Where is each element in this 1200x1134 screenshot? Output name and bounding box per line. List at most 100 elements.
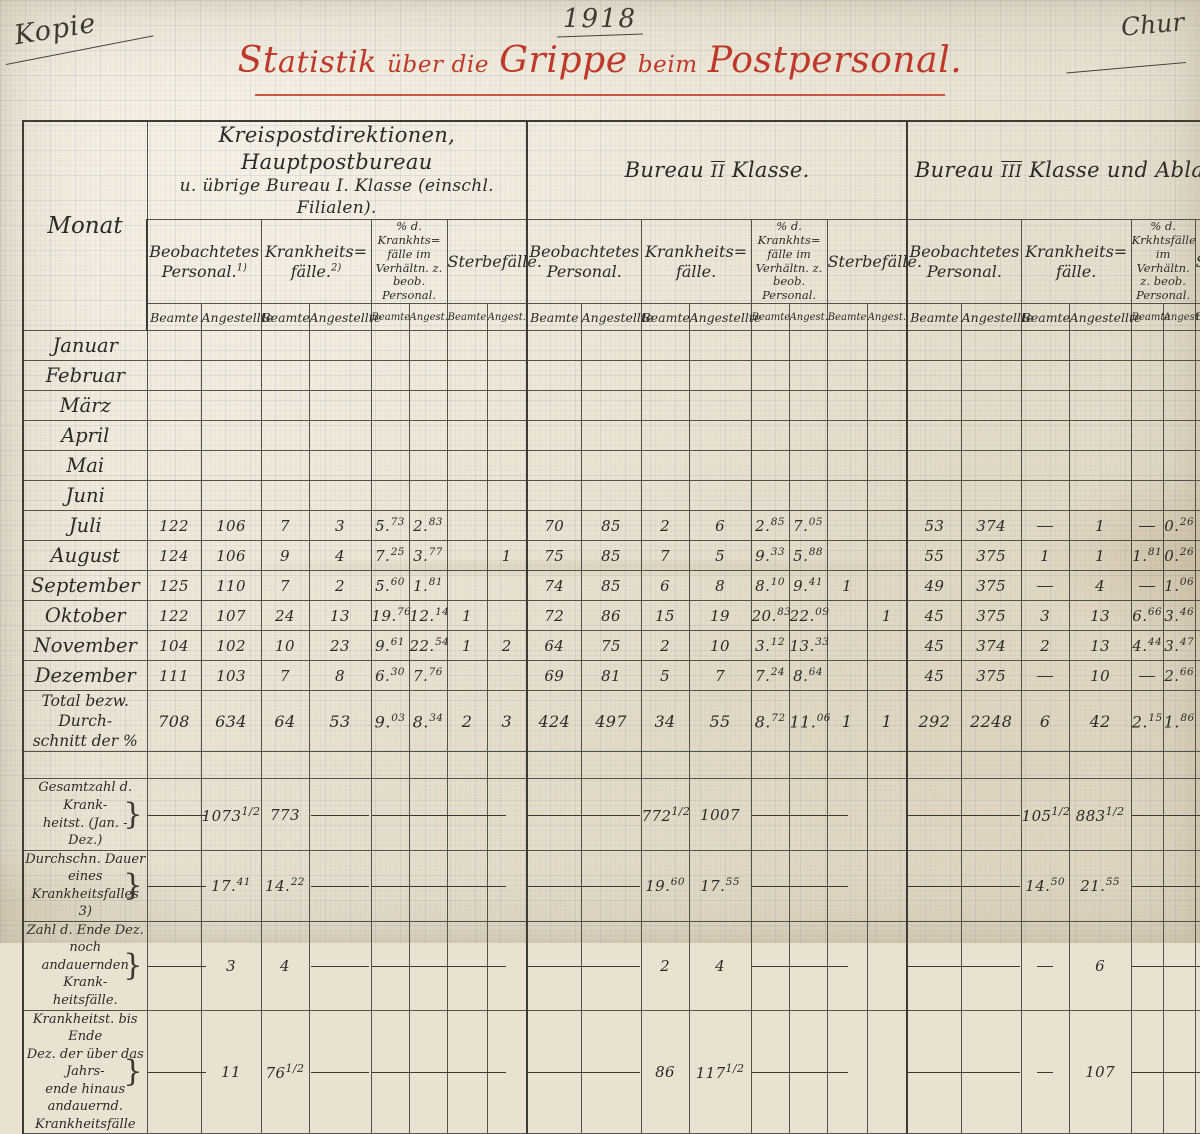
total-row-label: Total bezw. Durch-schnitt der % [22, 690, 148, 753]
cell-g3-4 [1130, 570, 1164, 602]
month-label-oktober: Oktober [22, 600, 148, 632]
summary-cell-g1-1: 10731/2 [200, 778, 262, 851]
cell-g1-3: 13 [308, 600, 372, 632]
spacer-cell [486, 751, 529, 780]
cell-g2-2: 7 [640, 540, 690, 572]
summary-cell-g1-2: 761/2 [260, 1009, 310, 1134]
g2-col-percent: % d. Krankhts= fälle im Verhältn. z. beo… [750, 219, 828, 305]
cell-g3-1 [960, 390, 1022, 422]
total-cell-g1-1: 634 [200, 690, 262, 753]
total-cell-g3-5: 1.86 [1162, 690, 1196, 753]
cell-g3-3: 13 [1068, 600, 1132, 632]
cell-g2-2 [640, 480, 690, 512]
group1-title-line2: u. übrige Bureau I. Klasse (einschl. Fil… [179, 175, 494, 218]
cell-g3-4 [1130, 450, 1164, 482]
cell-g1-4: 5.73 [370, 510, 410, 542]
summary-cell-g2-7 [866, 920, 909, 1011]
summary-cell-g1-4 [370, 778, 430, 851]
cell-g1-3 [308, 480, 372, 512]
cell-g3-6 [1194, 630, 1200, 662]
summary-row-label-2: Zahl d. Ende Dez. noch andauernden Krank-… [22, 920, 148, 1011]
cell-g2-4 [750, 330, 790, 362]
summary-cell-g2-5 [788, 849, 848, 922]
cell-g3-2 [1020, 390, 1070, 422]
cell-g2-4 [750, 450, 790, 482]
summary-cell-g2-1 [580, 1009, 642, 1134]
cell-g1-4: 9.61 [370, 630, 410, 662]
g3-col-percent: % d. Krkhtsfälle im Verhältn. z. beob. P… [1130, 219, 1196, 305]
cell-g3-1: 374 [960, 630, 1022, 662]
g3-faelle-angestellte: Angestellte [1068, 303, 1141, 332]
cell-g2-7 [866, 660, 909, 692]
spacer-cell [526, 751, 582, 780]
summary-cell-g3-3: 8831/2 [1068, 778, 1132, 851]
title-part-statistik-rest: atistik [277, 45, 377, 80]
annotation-chur: Chur [1119, 7, 1186, 42]
cell-g1-1: 110 [200, 570, 262, 602]
cell-g3-1 [960, 330, 1022, 362]
summary-cell-g2-4 [750, 1009, 810, 1134]
cell-g1-7: 2 [486, 630, 529, 662]
summary-cell-g1-0 [146, 1009, 206, 1134]
cell-g1-5: 1.81 [408, 570, 448, 602]
cell-g1-0: 111 [146, 660, 202, 692]
cell-g1-6: 1 [446, 600, 488, 632]
summary-row-label-1: Durchschn. Dauer eines Krankheitsfalles 3… [22, 849, 148, 922]
cell-g2-5 [788, 420, 828, 452]
cell-g3-4 [1130, 660, 1164, 692]
g3-personal-angestellte: Angestellte [960, 303, 1033, 332]
cell-g2-1 [580, 390, 642, 422]
total-cell-g1-4: 9.03 [370, 690, 410, 753]
table-row: September 125 110 7 2 5.60 1.81 74 85 6 8 8.10 9.41 1… [22, 570, 1200, 602]
cell-g1-4 [370, 330, 410, 362]
summary-cell-g3-0 [906, 778, 967, 851]
g2-personal-beamte: Beamte [526, 303, 582, 332]
spacer-cell [960, 751, 1022, 780]
cell-g3-5 [1162, 420, 1196, 452]
total-cell-g3-3: 42 [1068, 690, 1132, 753]
cell-g3-6 [1194, 510, 1200, 542]
cell-g3-5: 0.26 [1162, 540, 1196, 572]
table-row: August 124 106 9 4 7.25 3.77 1 75 85 7 5 9.33 5.88 55 3… [22, 540, 1200, 572]
summary-cell-g2-0 [526, 778, 587, 851]
cell-g3-5: 2.66 [1162, 660, 1196, 692]
summary-cell-g3-0 [906, 920, 967, 1011]
brace-glyph: } [123, 796, 143, 832]
cell-g3-0: 45 [906, 630, 962, 662]
cell-g2-5: 7.05 [788, 510, 828, 542]
summary-cell-g1-5 [408, 920, 468, 1011]
g1-personal-angestellte: Angestellte [200, 303, 273, 332]
cell-g2-0 [526, 330, 582, 362]
summary-cell-g2-5 [788, 920, 848, 1011]
cell-g2-3: 5 [688, 540, 752, 572]
cell-g3-2 [1020, 420, 1070, 452]
cell-g2-1: 85 [580, 540, 642, 572]
cell-g3-0 [906, 420, 962, 452]
spacer-cell [1020, 751, 1070, 780]
cell-g2-7 [866, 540, 909, 572]
cell-g2-1 [580, 330, 642, 362]
cell-g1-6 [446, 330, 488, 362]
cell-g3-5: 3.46 [1162, 600, 1196, 632]
summary-cell-g2-6 [826, 849, 868, 922]
summary-cell-g3-4 [1130, 1009, 1190, 1134]
cell-g2-5 [788, 480, 828, 512]
cell-g1-7 [486, 420, 529, 452]
summary-cell-g3-4 [1130, 849, 1190, 922]
spacer-cell [370, 751, 410, 780]
cell-g2-4: 20.83 [750, 600, 791, 632]
g2-faelle-beamte: Beamte [640, 303, 690, 332]
cell-g3-6 [1194, 450, 1200, 482]
cell-g2-5: 13.33 [788, 630, 829, 662]
total-cell-g2-5: 11.06 [788, 690, 830, 753]
cell-g2-3: 19 [688, 600, 752, 632]
cell-g1-6 [446, 480, 488, 512]
spacer-cell [260, 751, 310, 780]
cell-g3-2 [1020, 510, 1070, 542]
summary-cell-g2-1 [580, 849, 642, 922]
summary-cell-g1-5 [408, 849, 468, 922]
summary-cell-g2-7 [866, 778, 909, 851]
cell-g3-6 [1194, 390, 1200, 422]
cell-g3-0 [906, 330, 962, 362]
g3-col-personal: Beobachtetes Personal. [906, 219, 1022, 305]
